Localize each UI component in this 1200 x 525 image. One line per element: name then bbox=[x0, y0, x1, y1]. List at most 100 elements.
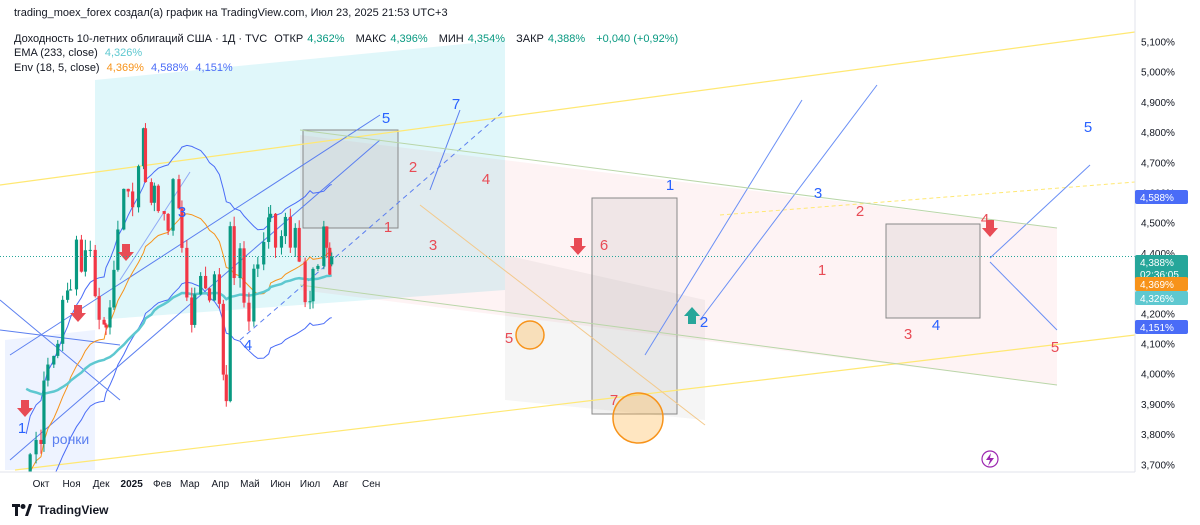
price-label-text: 4,369% bbox=[1140, 280, 1174, 291]
candle bbox=[273, 212, 278, 258]
candle bbox=[328, 242, 332, 275]
x-tick-label: Окт bbox=[33, 479, 50, 490]
arrow-down-icon bbox=[17, 400, 33, 417]
price-label-text: 4,151% bbox=[1140, 323, 1174, 334]
ema-value: 4,326% bbox=[104, 47, 143, 59]
price-label-countdown: 02:36:05 bbox=[1140, 270, 1179, 281]
y-tick-label: 4,800% bbox=[1141, 128, 1175, 139]
wave-label: 5 bbox=[1051, 339, 1059, 356]
candle bbox=[217, 268, 221, 309]
candle-body bbox=[283, 216, 288, 237]
wave-label: 1 bbox=[818, 262, 826, 279]
wave-label: 3 bbox=[904, 326, 912, 343]
candle-body bbox=[52, 355, 56, 365]
shaded-zone bbox=[95, 40, 505, 320]
wave-label: 3 bbox=[178, 204, 186, 221]
candle bbox=[104, 322, 108, 335]
candle-body bbox=[108, 307, 112, 328]
candle-body bbox=[136, 166, 141, 208]
candle bbox=[212, 271, 217, 301]
wave-label: 3 bbox=[429, 237, 437, 254]
candle-body bbox=[207, 288, 212, 301]
price-label-text: 4,326% bbox=[1140, 294, 1174, 305]
x-tick-label: Фев bbox=[153, 479, 171, 490]
trendline bbox=[0, 31, 1135, 186]
arrow-down-icon bbox=[570, 238, 586, 255]
candle bbox=[238, 243, 242, 288]
candle bbox=[166, 213, 170, 235]
candle-body bbox=[193, 294, 197, 325]
y-tick-label: 4,100% bbox=[1141, 340, 1175, 351]
candle bbox=[56, 340, 60, 359]
ema-legend[interactable]: EMA (233, close) 4,326% bbox=[14, 46, 146, 60]
price-label-bg bbox=[1135, 190, 1188, 204]
ohlc-close: ЗАКР 4,388% bbox=[516, 33, 589, 45]
candle bbox=[83, 239, 87, 277]
tradingview-logo[interactable]: TradingView bbox=[12, 503, 108, 517]
candle-body bbox=[185, 247, 189, 298]
candle-body bbox=[149, 182, 153, 203]
candle bbox=[143, 123, 148, 183]
price-label-env-upper: 4,588% bbox=[1135, 190, 1188, 204]
candle bbox=[122, 188, 126, 231]
wave-label: 1 bbox=[18, 420, 26, 437]
highlight-circle bbox=[612, 392, 664, 444]
candle-body bbox=[325, 226, 329, 248]
candle-body bbox=[224, 374, 228, 402]
x-tick-label: 2025 bbox=[121, 479, 144, 490]
candle-body bbox=[311, 268, 315, 302]
plot-area: 1 4 3 5 7 1 2 3 4 5 6 7 1 2 3 2 1 3 4 4 5 5 ронки bbox=[0, 31, 1135, 472]
price-label-bg bbox=[1135, 255, 1188, 281]
candle-body bbox=[143, 128, 148, 183]
symbol-legend: Доходность 10-летних облигаций США · 1Д … bbox=[14, 32, 682, 46]
candle bbox=[61, 295, 65, 352]
trendline bbox=[699, 84, 878, 321]
x-tick-label: Апр bbox=[212, 479, 230, 490]
arrow-down-icon bbox=[982, 220, 998, 237]
candle bbox=[316, 264, 320, 272]
wave-label: 5 bbox=[505, 330, 513, 347]
candle bbox=[156, 184, 160, 213]
arrow-up-icon bbox=[684, 307, 700, 324]
shaded-zone bbox=[5, 330, 95, 470]
candle-body bbox=[46, 364, 50, 381]
highlight-circle bbox=[515, 320, 545, 350]
candle-body bbox=[93, 249, 97, 297]
y-tick-label: 4,700% bbox=[1141, 158, 1175, 169]
candle-body bbox=[212, 274, 217, 301]
attribution-text: trading_moex_forex создал(а) график на T… bbox=[14, 7, 448, 19]
envelope-legend[interactable]: Env (18, 5, close) 4,369% 4,588% 4,151% bbox=[14, 61, 237, 75]
change-value: +0,040 (+0,92%) bbox=[596, 33, 679, 45]
candle-body bbox=[34, 439, 38, 455]
candle-body bbox=[171, 179, 175, 231]
grey-box bbox=[302, 129, 399, 229]
candle bbox=[162, 211, 166, 221]
x-tick-label: Ноя bbox=[62, 479, 80, 490]
tradingview-icon bbox=[12, 504, 32, 516]
candle bbox=[269, 205, 273, 223]
candle bbox=[267, 206, 271, 249]
candle bbox=[68, 279, 73, 291]
x-tick-label: Дек bbox=[93, 479, 110, 490]
candle bbox=[221, 299, 225, 381]
candle bbox=[116, 220, 120, 272]
candle bbox=[88, 240, 92, 257]
x-tick-label: Мар bbox=[180, 479, 200, 490]
candle-body bbox=[112, 269, 116, 308]
candle-body bbox=[122, 188, 126, 230]
candle-body bbox=[308, 301, 312, 303]
candle bbox=[308, 290, 312, 310]
y-tick-label: 4,900% bbox=[1141, 98, 1175, 109]
candle-body bbox=[141, 128, 146, 167]
candle-body bbox=[126, 188, 130, 192]
y-tick-label: 5,100% bbox=[1141, 38, 1175, 49]
wave-label: 4 bbox=[482, 171, 490, 188]
trendline bbox=[989, 261, 1058, 331]
candle-body bbox=[180, 208, 184, 248]
wave-label: 5 bbox=[382, 110, 390, 127]
candle-body bbox=[152, 185, 156, 203]
candle bbox=[256, 257, 260, 278]
price-label-env-lower: 4,151% bbox=[1135, 320, 1188, 334]
trendline bbox=[14, 334, 1135, 471]
